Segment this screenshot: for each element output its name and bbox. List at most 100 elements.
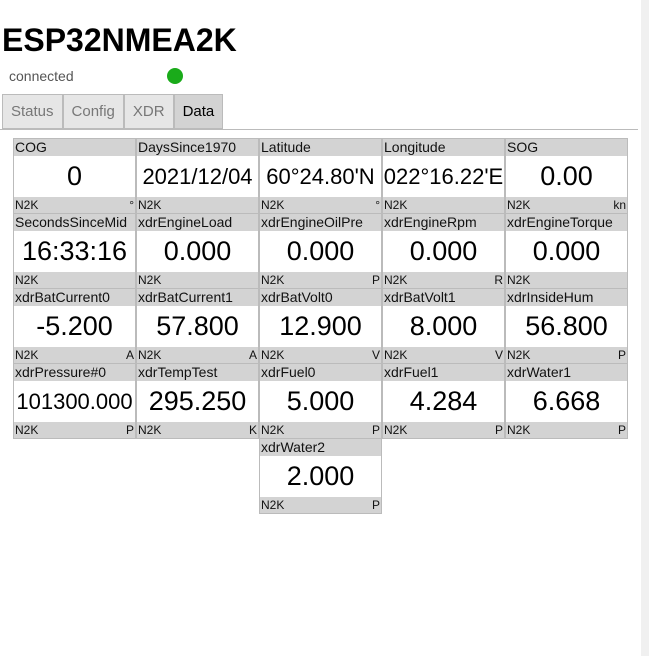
cell-value: 0.00 [540,161,593,191]
cell-value: 8.000 [409,311,478,341]
cell-name: xdrWater2 [260,439,381,456]
cell-value: 5.000 [286,386,355,416]
data-grid: COG 0 N2K ° DaysSince1970 2021/12/04 N2K La… [13,138,629,514]
cell-unit: K [248,423,257,437]
cell-value: 0.000 [532,236,601,266]
cell-name: xdrEngineTorque [506,214,627,231]
connection-indicator-icon [167,68,183,84]
data-cell: xdrPressure#0 101300.000 N2K P [13,363,136,439]
cell-value: 4.284 [409,386,478,416]
cell-name: DaysSince1970 [137,139,258,156]
cell-source: N2K [261,423,285,437]
cell-unit: P [371,273,380,287]
data-cell: xdrEngineLoad 0.000 N2K [136,213,259,289]
cell-value: 295.250 [148,386,247,416]
cell-value: 0.000 [409,236,478,266]
cell-unit: A [248,348,257,362]
cell-value: 56.800 [525,311,608,341]
cell-value: 16:33:16 [21,236,128,266]
data-cell: xdrTempTest 295.250 N2K K [136,363,259,439]
data-cell: xdrBatVolt1 8.000 N2K V [382,288,505,364]
cell-unit: ° [375,198,380,212]
cell-value: 101300.000 [16,388,133,414]
cell-name: SOG [506,139,627,156]
data-cell: Latitude 60°24.80'N N2K ° [259,138,382,214]
cell-name: xdrBatCurrent0 [14,289,135,306]
cell-value: -5.200 [36,311,113,341]
cell-name: SecondsSinceMid [14,214,135,231]
cell-source: N2K [507,273,531,287]
divider [0,129,638,130]
cell-name: xdrWater1 [506,364,627,381]
cell-source: N2K [384,198,408,212]
data-cell: xdrInsideHum 56.800 N2K P [505,288,628,364]
cell-unit: V [371,348,380,362]
cell-unit: P [371,423,380,437]
tab-bar: Status Config XDR Data [2,94,224,129]
cell-unit: A [125,348,134,362]
data-cell: COG 0 N2K ° [13,138,136,214]
data-cell: xdrFuel0 5.000 N2K P [259,363,382,439]
cell-value: 0.000 [286,236,355,266]
data-cell: xdrBatVolt0 12.900 N2K V [259,288,382,364]
app-title: ESP32NMEA2K [2,22,237,58]
cell-unit: ° [129,198,134,212]
cell-unit: P [617,423,626,437]
cell-unit: P [125,423,134,437]
cell-value: 6.668 [532,386,601,416]
cell-name: xdrEngineRpm [383,214,504,231]
cell-name: xdrTempTest [137,364,258,381]
cell-source: N2K [138,423,162,437]
cell-name: COG [14,139,135,156]
cell-value: 0 [66,161,83,191]
cell-source: N2K [138,198,162,212]
cell-source: N2K [138,348,162,362]
cell-source: N2K [261,498,285,512]
tab-status[interactable]: Status [2,94,63,129]
cell-source: N2K [15,348,39,362]
cell-source: N2K [261,348,285,362]
cell-value: 2021/12/04 [142,163,253,189]
cell-value: 2.000 [286,461,355,491]
cell-value: 022°16.22'E [383,163,504,189]
data-cell: xdrWater2 2.000 N2K P [259,438,382,514]
cell-source: N2K [507,348,531,362]
cell-source: N2K [507,423,531,437]
cell-name: xdrFuel0 [260,364,381,381]
cell-value: 57.800 [156,311,239,341]
cell-source: N2K [384,348,408,362]
cell-source: N2K [15,198,39,212]
data-cell: xdrWater1 6.668 N2K P [505,363,628,439]
cell-name: xdrPressure#0 [14,364,135,381]
cell-source: N2K [384,273,408,287]
scrollbar[interactable] [641,0,649,656]
cell-source: N2K [261,273,285,287]
data-cell: DaysSince1970 2021/12/04 N2K [136,138,259,214]
cell-source: N2K [261,198,285,212]
cell-unit: P [371,498,380,512]
data-cell: xdrEngineRpm 0.000 N2K R [382,213,505,289]
data-cell: xdrFuel1 4.284 N2K P [382,363,505,439]
tab-xdr[interactable]: XDR [123,94,174,129]
cell-name: xdrEngineOilPre [260,214,381,231]
data-cell: xdrEngineTorque 0.000 N2K [505,213,628,289]
cell-name: xdrBatCurrent1 [137,289,258,306]
data-cell: xdrEngineOilPre 0.000 N2K P [259,213,382,289]
cell-unit: kn [613,198,626,212]
cell-source: N2K [507,198,531,212]
cell-name: Latitude [260,139,381,156]
cell-name: Longitude [383,139,504,156]
cell-name: xdrEngineLoad [137,214,258,231]
data-cell: xdrBatCurrent0 -5.200 N2K A [13,288,136,364]
cell-name: xdrInsideHum [506,289,627,306]
cell-source: N2K [384,423,408,437]
cell-unit: V [494,348,503,362]
connection-status: connected [9,68,74,84]
cell-value: 0.000 [163,236,232,266]
tab-data[interactable]: Data [173,94,224,129]
data-cell: SecondsSinceMid 16:33:16 N2K [13,213,136,289]
cell-name: xdrBatVolt0 [260,289,381,306]
cell-value: 12.900 [279,311,362,341]
cell-source: N2K [138,273,162,287]
tab-config[interactable]: Config [62,94,124,129]
